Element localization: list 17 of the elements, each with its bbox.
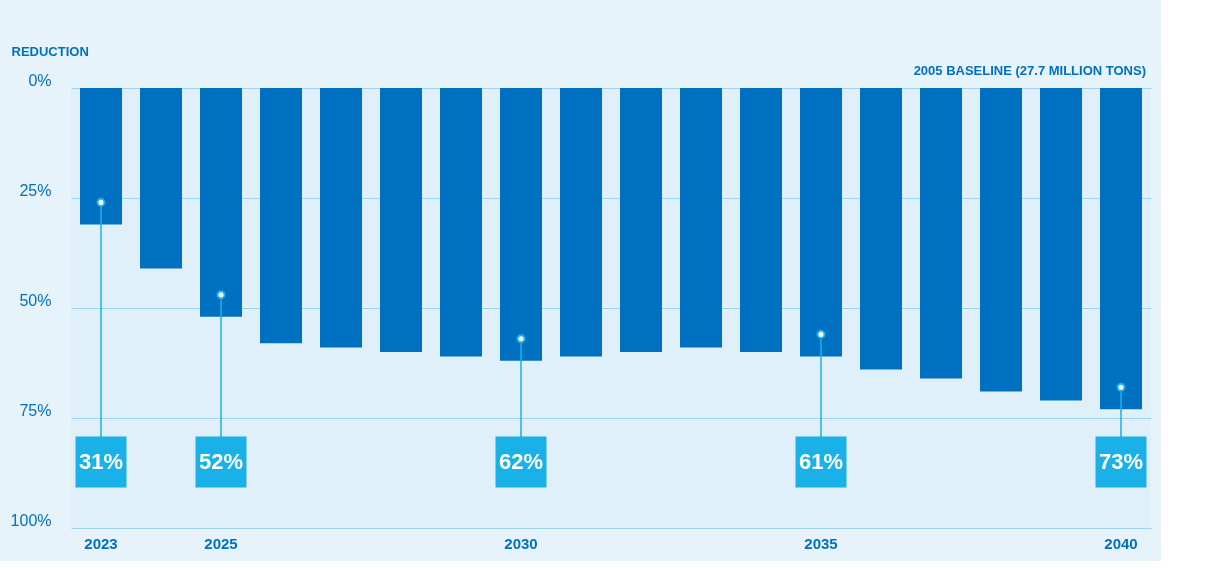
y-tick-label: 0% [28,71,52,89]
data-label: 31% [78,449,124,474]
y-tick-label: 25% [19,181,52,199]
data-label: 61% [798,449,844,474]
x-tick-label: 2030 [504,534,538,552]
x-tick-label: 2025 [204,534,238,552]
y-tick-label: 100% [10,511,52,529]
data-label: 62% [498,449,544,474]
x-tick-label: 2040 [1104,534,1138,552]
y-tick-label: 75% [19,401,52,419]
x-tick-label: 2023 [84,534,118,552]
data-label: 73% [1098,449,1144,474]
data-label: 52% [198,449,244,474]
x-tick-label: 2035 [804,534,838,552]
text: 2005 BASELINE (27.7 MILLION TONS) [913,63,1146,78]
y-tick-label: 50% [19,291,52,309]
y-axis-title: REDUCTION [11,43,89,59]
